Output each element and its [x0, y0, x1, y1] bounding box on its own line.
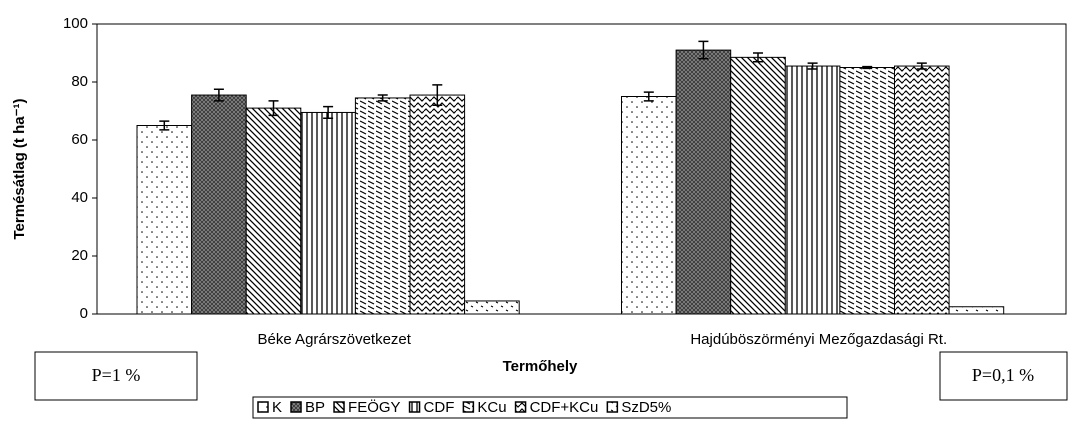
- y-axis-title: Termésátlag (t ha⁻¹): [11, 98, 28, 239]
- error-bar: [698, 40, 709, 60]
- y-tick-label: 100: [63, 15, 88, 32]
- annotation-box: [34, 351, 198, 401]
- y-tick-label: 40: [71, 189, 88, 206]
- bar: [675, 49, 732, 315]
- legend-swatch: [290, 401, 302, 413]
- legend-label: KCu: [477, 399, 506, 416]
- legend-swatch: [462, 401, 475, 413]
- error-bar: [159, 120, 170, 131]
- legend-label: FEÖGY: [348, 398, 401, 416]
- bar: [136, 125, 193, 315]
- bar: [191, 94, 247, 315]
- legend-swatch: [333, 401, 345, 413]
- error-bar: [753, 52, 763, 63]
- legend-label: SzD5%: [621, 399, 671, 416]
- bar: [245, 107, 302, 315]
- bar: [354, 97, 411, 315]
- legend-swatch: [257, 401, 269, 413]
- bar: [300, 111, 356, 315]
- error-bar: [323, 105, 334, 119]
- bar: [464, 300, 520, 315]
- error-bar: [807, 62, 818, 70]
- error-bar: [862, 65, 873, 70]
- bar: [948, 306, 1005, 315]
- bar: [839, 67, 896, 315]
- y-tick-label: 0: [80, 305, 88, 322]
- bar: [784, 65, 841, 315]
- y-tick-label: 60: [71, 131, 88, 148]
- legend-label: CDF+KCu: [530, 399, 599, 416]
- legend-swatch: [606, 401, 619, 413]
- x-axis-title: Termőhely: [503, 358, 578, 375]
- annotation: P=1 %: [92, 365, 141, 385]
- error-bar: [643, 91, 654, 102]
- annotation: P=0,1 %: [972, 365, 1034, 385]
- bar: [894, 65, 950, 315]
- error-bar: [213, 88, 224, 102]
- legend-label: CDF: [424, 399, 455, 416]
- error-bar: [377, 94, 388, 102]
- legend-box: [252, 396, 848, 419]
- y-tick-label: 80: [71, 73, 88, 90]
- annotation-box: [939, 351, 1068, 401]
- x-tick-label: Hajdúböszörményi Mezőgazdasági Rt.: [690, 331, 947, 348]
- legend-swatch: [514, 401, 527, 413]
- legend-label: K: [272, 399, 282, 416]
- x-tick-label: Béke Agrárszövetkezet: [258, 331, 412, 348]
- bar: [730, 56, 786, 315]
- bar: [621, 96, 677, 315]
- error-bar: [268, 100, 279, 117]
- error-bar: [916, 62, 927, 70]
- y-tick-label: 20: [71, 247, 88, 264]
- legend-label: BP: [305, 399, 325, 416]
- legend-swatch: [408, 401, 421, 413]
- bar: [409, 94, 466, 315]
- error-bar: [432, 84, 443, 106]
